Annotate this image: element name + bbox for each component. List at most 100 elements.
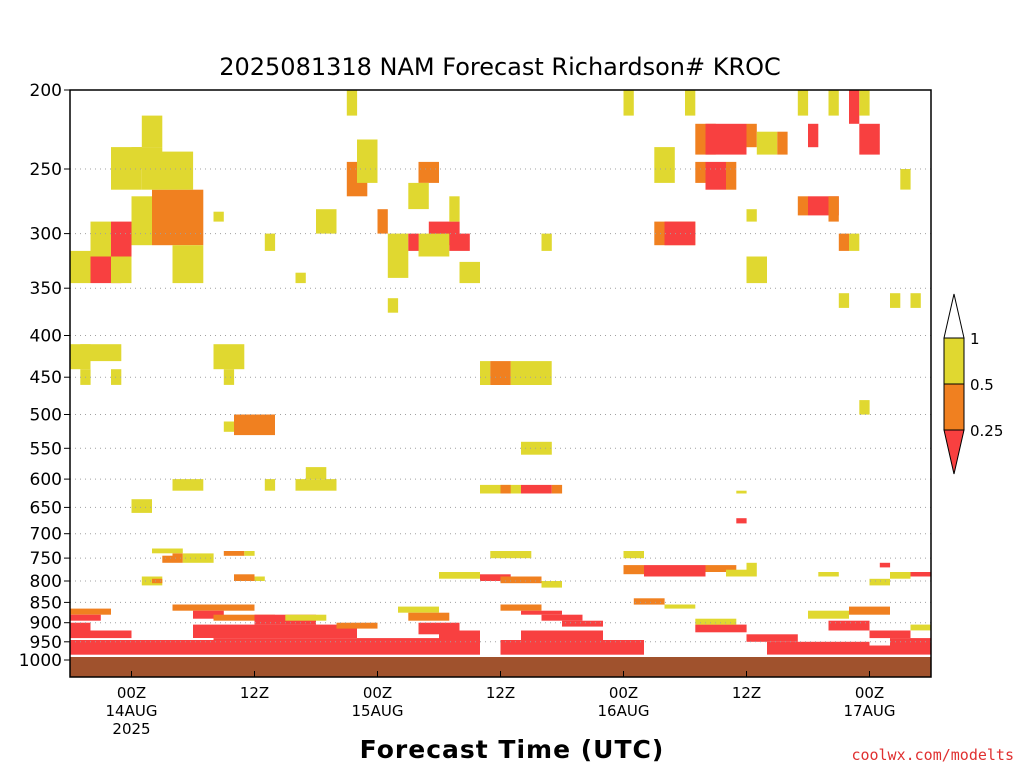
heatmap-cell [254, 614, 316, 625]
heatmap-cell [193, 624, 357, 638]
heatmap-cell [295, 479, 337, 491]
y-tick-label: 1000 [19, 651, 62, 671]
heatmap-cell [213, 614, 275, 621]
x-tick-label: 00Z [609, 684, 638, 702]
heatmap-cell [111, 369, 122, 385]
heatmap-cell [633, 598, 665, 605]
color-legend: 1 0.5 0.25 [943, 293, 1003, 475]
heatmap-cell [541, 581, 562, 588]
x-tick-label: 17AUG [844, 702, 896, 720]
heatmap-cell [70, 630, 132, 639]
heatmap-cells [70, 90, 931, 655]
heatmap-cell [828, 90, 839, 116]
y-tick-label: 850 [30, 593, 62, 613]
y-tick-label: 950 [30, 633, 62, 653]
heatmap-cell [521, 484, 552, 494]
legend-swatch [943, 337, 965, 385]
legend-label: 1 [970, 330, 980, 348]
credit-text: coolwx.com/modelts [851, 746, 1014, 764]
heatmap-cell [172, 479, 204, 491]
heatmap-cell [131, 196, 152, 246]
heatmap-cell [152, 578, 163, 584]
heatmap-cell [849, 606, 890, 615]
heatmap-cell [623, 551, 644, 559]
heatmap-cell [695, 618, 737, 625]
heatmap-cell [223, 369, 235, 385]
heatmap-cell [346, 90, 358, 116]
heatmap-cell [705, 123, 747, 155]
heatmap-cell [746, 256, 767, 284]
heatmap-cell [459, 261, 480, 284]
heatmap-cell [859, 90, 870, 116]
heatmap-cell [172, 245, 204, 284]
heatmap-cell [510, 361, 552, 385]
heatmap-cell [859, 123, 880, 155]
heatmap-cell [746, 123, 757, 148]
heatmap-cell [449, 233, 470, 251]
heatmap-cell [500, 484, 511, 494]
heatmap-cell [797, 90, 809, 116]
heatmap-cell [623, 90, 634, 116]
heatmap-cell [387, 233, 409, 278]
y-tick-label: 350 [30, 279, 62, 299]
heatmap-cell [398, 606, 439, 613]
heatmap-cell [162, 555, 173, 563]
heatmap-cell [910, 624, 931, 631]
heatmap-cell [172, 553, 183, 563]
y-tick-label: 600 [30, 470, 62, 490]
heatmap-cell [890, 572, 911, 579]
heatmap-cell [849, 233, 860, 251]
heatmap-cell [654, 147, 675, 183]
pressure-gridlines [70, 168, 931, 643]
heatmap-cell [797, 196, 809, 216]
heatmap-cell [828, 620, 870, 631]
heatmap-cell [152, 189, 204, 246]
heatmap-cell [726, 569, 747, 577]
heatmap-cell [70, 608, 111, 615]
heatmap-cell [910, 293, 921, 308]
heatmap-cell [193, 610, 224, 619]
ground-fill [70, 657, 931, 677]
heatmap-cell [500, 484, 521, 494]
x-tick-label: 14AUG [106, 702, 158, 720]
heatmap-cell [500, 576, 542, 584]
heatmap-cell [182, 553, 214, 563]
x-tick-label: 12Z [240, 684, 269, 702]
heatmap-cell [111, 221, 132, 257]
heatmap-cell [305, 467, 327, 480]
heatmap-cell [838, 233, 850, 251]
heatmap-cell [756, 131, 778, 155]
heatmap-cell [213, 211, 224, 222]
heatmap-cell [849, 90, 860, 124]
heatmap-cell [869, 578, 890, 586]
heatmap-cell [808, 123, 819, 148]
heatmap-cell [152, 548, 183, 554]
y-tick-label: 500 [30, 406, 62, 426]
heatmap-cell [70, 640, 214, 655]
heatmap-cell [480, 484, 501, 494]
heatmap-cell [767, 641, 870, 655]
heatmap-cell [521, 630, 603, 640]
heatmap-cell [500, 640, 644, 655]
heatmap-cell [664, 221, 696, 246]
heatmap-cell [521, 610, 562, 615]
heatmap-cell [685, 90, 696, 116]
y-tick-label: 300 [30, 225, 62, 245]
heatmap-cell [295, 272, 306, 284]
heatmap-cell [644, 565, 706, 577]
heatmap-cell [357, 139, 378, 183]
heatmap-cell [70, 614, 101, 621]
heatmap-cell [70, 250, 91, 284]
x-tick-label: 2025 [112, 720, 150, 738]
x-tick-label: 12Z [732, 684, 761, 702]
heatmap-cell [264, 479, 276, 491]
heatmap-cell [869, 630, 911, 639]
heatmap-cell [736, 490, 747, 494]
heatmap-cell [500, 604, 542, 611]
heatmap-cell [695, 624, 747, 633]
heatmap-cell [80, 344, 122, 362]
heatmap-cell [234, 414, 275, 436]
heatmap-cell [869, 645, 931, 655]
heatmap-cell [551, 484, 563, 494]
